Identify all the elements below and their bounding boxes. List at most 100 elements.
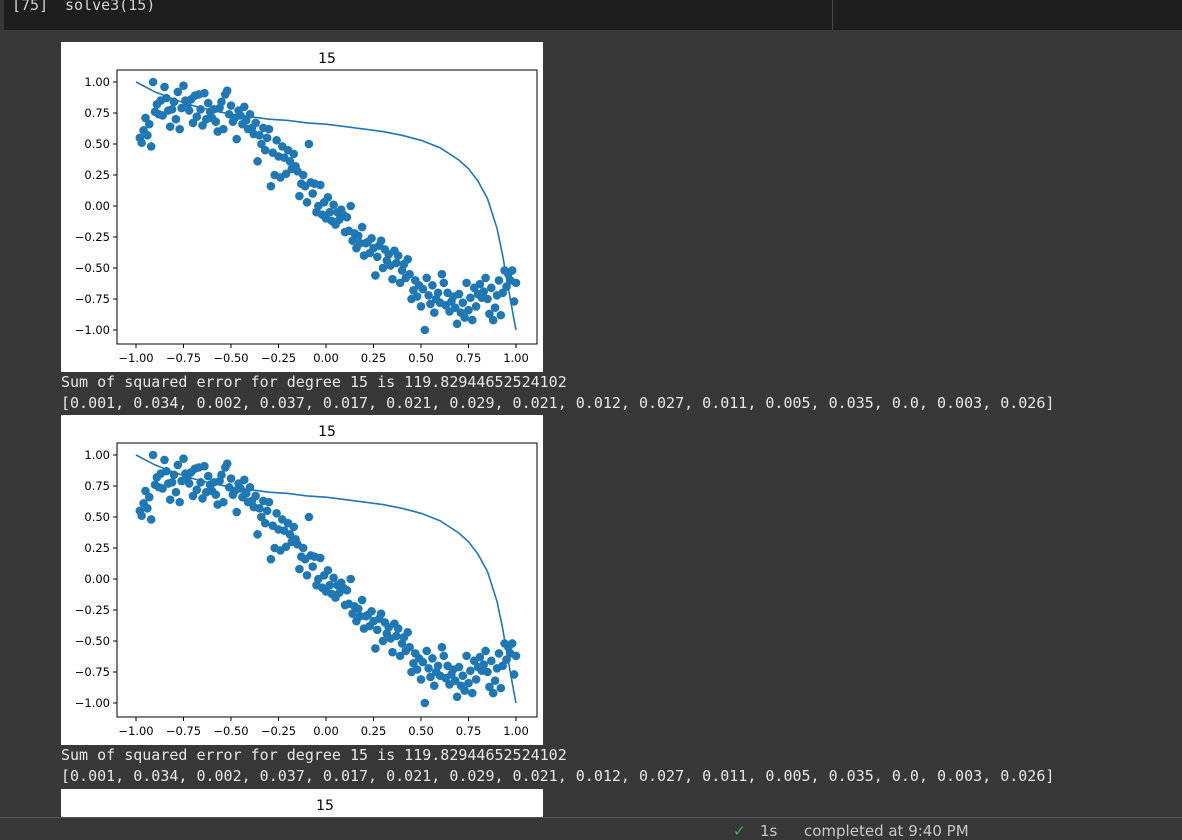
axes-frame (116, 442, 538, 718)
scatter-point (460, 313, 470, 322)
x-tick-label: 0.00 (313, 351, 339, 365)
scatter-point (367, 606, 376, 616)
scatter-point (416, 302, 426, 311)
scatter-point (426, 672, 435, 682)
scatter-point (289, 149, 298, 159)
scatter-point (403, 628, 413, 637)
scatter-point (475, 652, 485, 662)
axes-frame (116, 69, 538, 345)
scatter-point (450, 676, 460, 685)
scatter-point (298, 543, 308, 553)
scatter-point (488, 688, 498, 698)
y-tick-label: 0.00 (84, 572, 110, 586)
scatter-point (437, 642, 447, 652)
scatter-point (507, 639, 517, 648)
scatter-point (145, 492, 154, 502)
sse-output-2: Sum of squared error for degree 15 is 11… (61, 746, 567, 764)
scatter-point (487, 656, 496, 666)
code-line[interactable]: solve3(15) (65, 0, 155, 14)
code-editor[interactable]: [75] solve3(15) (4, 0, 833, 30)
scatter-point (424, 663, 433, 673)
scatter-point (262, 133, 272, 143)
scatter-point (241, 489, 251, 498)
scatter-chart-partial: 15 (117, 798, 537, 819)
scatter-point (285, 157, 295, 166)
x-tick-label: 0.25 (361, 351, 387, 365)
scatter-point (253, 530, 262, 539)
scatter-point (160, 455, 169, 465)
scatter-point (376, 236, 386, 246)
scatter-point (354, 231, 363, 241)
scatter-point (179, 81, 188, 91)
scatter-point (146, 515, 156, 524)
scatter-point (464, 305, 473, 315)
scatter-point (373, 252, 382, 262)
scatter-point (509, 670, 519, 679)
scatter-point (260, 145, 270, 155)
scatter-point (308, 562, 317, 571)
scatter-point (184, 479, 194, 488)
scatter-point (373, 625, 382, 635)
scatter-point (498, 661, 508, 671)
scatter-point (148, 450, 158, 460)
scatter-point (241, 116, 251, 125)
scatter-point (260, 518, 270, 528)
scatter-point (357, 222, 367, 232)
x-tick-label: −0.50 (213, 724, 248, 738)
scatter-point (165, 495, 175, 504)
scatter-point (507, 266, 517, 275)
scatter-point (203, 98, 213, 108)
scatter-point (346, 574, 356, 584)
scatter-point (416, 675, 426, 684)
execution-count: [75] (12, 0, 49, 14)
cell-toolbar-area (833, 0, 1182, 30)
scatter-point (388, 647, 397, 657)
scatter-point (308, 189, 317, 198)
y-tick-label: −0.25 (75, 230, 110, 244)
scatter-point (253, 157, 262, 166)
scatter-point (302, 570, 312, 580)
scatter-point (422, 273, 432, 283)
x-tick-label: 0.50 (408, 351, 434, 365)
scatter-point (490, 676, 500, 685)
y-tick-label: 0.25 (84, 168, 110, 182)
scatter-point (471, 302, 481, 311)
scatter-point (264, 497, 274, 507)
scatter-point (454, 289, 464, 299)
scatter-point (179, 454, 188, 464)
status-bar: ✓ 1s completed at 9:40 PM (0, 817, 1182, 840)
scatter-point (141, 486, 150, 496)
scatter-point (165, 122, 175, 131)
scatter-point (281, 542, 291, 552)
scatter-point (325, 207, 335, 217)
scatter-point (160, 82, 169, 92)
scatter-point (266, 181, 276, 191)
x-tick-label: 0.50 (408, 724, 434, 738)
y-tick-label: 0.50 (84, 137, 110, 151)
code-function: solve3( (65, 0, 129, 14)
scatter-point (468, 315, 477, 325)
code-cell[interactable]: [75] solve3(15) (0, 0, 1182, 32)
scatter-point (211, 117, 221, 126)
scatter-point (145, 119, 154, 129)
scatter-point (173, 460, 183, 470)
y-tick-label: 0.75 (84, 479, 110, 493)
scatter-point (329, 573, 338, 583)
scatter-point (198, 494, 207, 503)
scatter-point (240, 102, 249, 112)
scatter-point (494, 649, 504, 658)
scatter-point (393, 624, 403, 633)
scatter-point (219, 497, 228, 507)
x-tick-label: −0.25 (261, 724, 296, 738)
scatter-point (483, 294, 492, 304)
scatter-point (298, 170, 308, 180)
scatter-point (371, 271, 380, 280)
scatter-point (466, 293, 475, 303)
coef-output-1: [0.001, 0.034, 0.002, 0.037, 0.017, 0.02… (61, 394, 1055, 412)
scatter-point (323, 566, 333, 575)
scatter-point (403, 255, 413, 264)
scatter-point (226, 474, 236, 483)
scatter-point (420, 325, 430, 335)
scatter-point (405, 269, 414, 279)
scatter-point (240, 475, 249, 485)
